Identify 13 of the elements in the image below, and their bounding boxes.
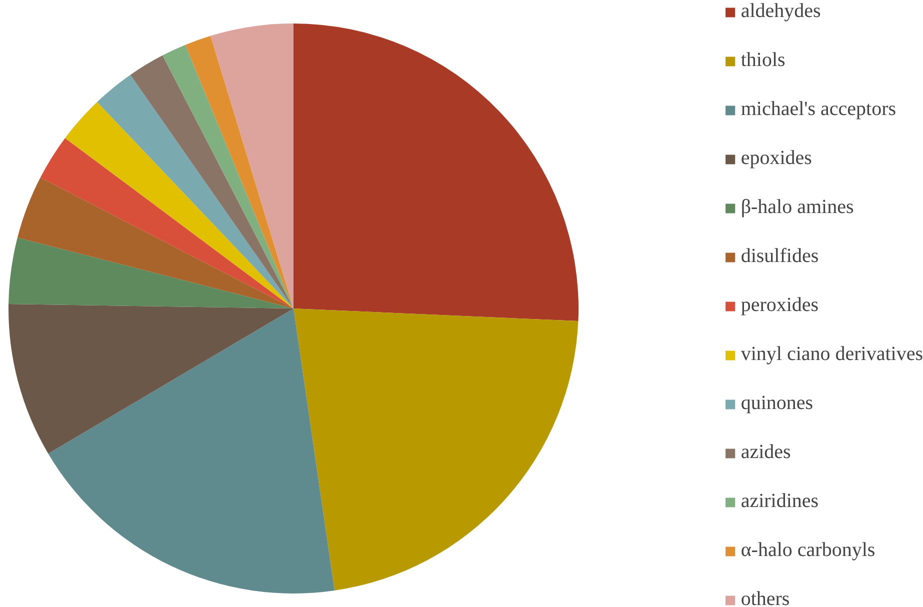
legend-label: peroxides [740, 294, 819, 317]
legend-label: α-halo carbonyls [740, 539, 876, 562]
legend-label: michael's acceptors [740, 98, 896, 121]
legend-label: vinyl ciano derivatives [740, 343, 923, 366]
legend-label: aziridines [740, 490, 819, 513]
legend-label: aldehydes [740, 0, 821, 23]
legend-label: quinones [740, 392, 814, 415]
legend-label: β-halo amines [740, 196, 854, 219]
legend-label: thiols [740, 49, 786, 72]
legend-label: azides [740, 441, 791, 464]
legend-label: epoxides [740, 147, 812, 170]
legend-label: others [740, 588, 790, 607]
legend-label: disulfides [740, 245, 819, 268]
